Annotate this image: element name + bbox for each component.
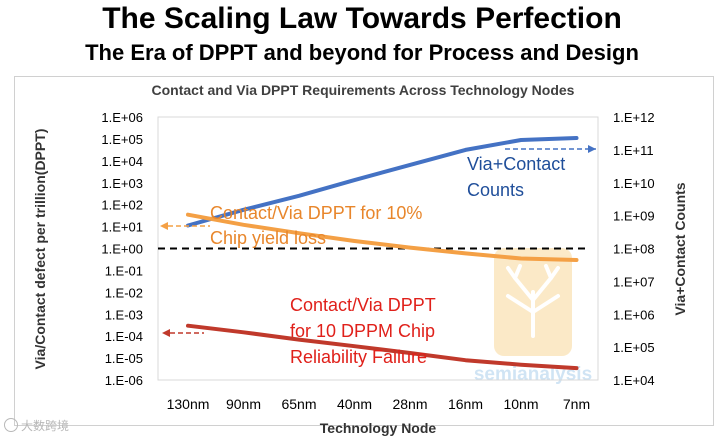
y-left-tick-label: 1.E-01 [105,263,143,278]
y-right-tick-label: 1.E+10 [613,176,655,191]
series-line-3 [186,323,579,371]
y-right-tick-label: 1.E+09 [613,209,655,224]
y-left-tick-label: 1.E-03 [105,307,143,322]
y-right-tick-label: 1.E+04 [613,373,655,388]
subtitle: The Era of DPPT and beyond for Process a… [85,40,639,65]
y-left-tick-label: 1.E-02 [105,285,143,300]
y-left-tick-label: 1.E+05 [101,132,143,147]
y-left-tick-label: 1.E-04 [105,329,143,344]
main-title: The Scaling Law Towards Perfection [102,2,622,35]
corner-watermark: 大数跨境 [4,417,69,434]
y-left-tick-label: 1.E+02 [101,198,143,213]
y-left-tick-label: 1.E+01 [101,220,143,235]
ann-counts-line-1: Via+Contact [467,154,565,174]
x-tick-label: 40nm [337,396,372,412]
watermark-icon [4,418,18,432]
y-left-tick-label: 1.E-06 [105,373,143,388]
series-line-2 [186,212,579,262]
arrow-head-yield [160,222,168,230]
chart-title: Contact and Via DPPT Requirements Across… [152,82,575,98]
y-left-tick-label: 1.E-05 [105,351,143,366]
y-left-tick-label: 1.E+03 [101,176,143,191]
y-left-axis-label: Via/Contact defect per trillion(DPPT) [32,129,48,370]
y-right-tick-label: 1.E+12 [613,110,655,125]
y-right-axis-label: Via+Contact Counts [672,182,688,315]
ann-yield-line-1: Contact/Via DPPT for 10% [210,203,422,223]
y-right-tick-label: 1.E+08 [613,242,655,257]
ann-counts-line-2: Counts [467,180,524,200]
x-tick-label: 7nm [563,396,590,412]
x-tick-label: 65nm [281,396,316,412]
x-tick-label: 28nm [392,396,427,412]
ann-rel-line-2: for 10 DPPM Chip [290,321,435,341]
arrow-head-right [588,145,596,153]
annotation-arrows [160,145,596,337]
y-right-tick-label: 1.E+05 [613,340,655,355]
x-tick-label: 10nm [503,396,538,412]
x-tick-label: 130nm [167,396,210,412]
ann-rel-line-3: Reliability Failure [290,347,427,367]
arrow-head-rel [162,329,170,337]
chart-frame [14,76,714,426]
y-right-tick-label: 1.E+07 [613,274,655,289]
series-line-1 [186,136,579,228]
x-tick-label: 90nm [226,396,261,412]
ann-rel-line-1: Contact/Via DPPT [290,295,436,315]
x-axis-label: Technology Node [320,420,437,436]
ann-yield-line-2: Chip yield loss [210,228,326,248]
y-left-tick-label: 1.E+06 [101,110,143,125]
y-left-tick-label: 1.E+04 [101,154,143,169]
y-left-tick-label: 1.E+00 [101,242,143,257]
x-tick-label: 16nm [448,396,483,412]
y-right-tick-label: 1.E+11 [613,143,654,158]
corner-watermark-text: 大数跨境 [21,419,70,433]
y-right-tick-label: 1.E+06 [613,307,655,322]
